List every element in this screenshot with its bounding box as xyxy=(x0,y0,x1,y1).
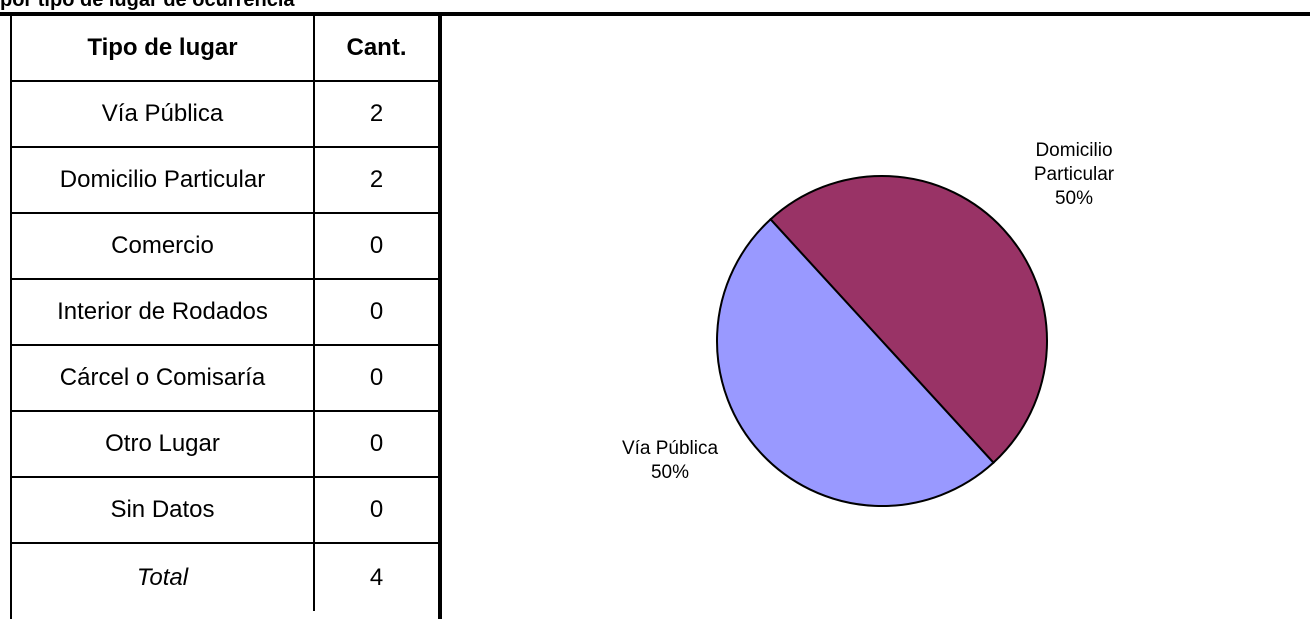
row-label: Domicilio Particular xyxy=(12,148,315,212)
row-label: Sin Datos xyxy=(12,478,315,542)
row-label: Cárcel o Comisaría xyxy=(12,346,315,410)
row-label: Interior de Rodados xyxy=(12,280,315,344)
data-table: Tipo de lugar Cant. Vía Pública 2 Domici… xyxy=(10,16,442,619)
row-value: 0 xyxy=(369,364,384,391)
slice-label: Domicilio xyxy=(1035,140,1112,161)
slice-label: Particular xyxy=(1034,164,1115,185)
row-label: Otro Lugar xyxy=(12,412,315,476)
title-underline xyxy=(0,12,1310,16)
slice-percent-label: 50% xyxy=(1055,188,1093,209)
header-tipo-de-lugar: Tipo de lugar xyxy=(12,16,315,80)
row-value: 0 xyxy=(369,232,384,259)
table-row: Interior de Rodados 0 xyxy=(12,280,438,346)
table-total-row: Total 4 xyxy=(12,544,438,611)
slice-label: Vía Pública xyxy=(622,438,719,459)
table-row: Vía Pública 2 xyxy=(12,82,438,148)
table-row: Otro Lugar 0 xyxy=(12,412,438,478)
row-label: Comercio xyxy=(12,214,315,278)
row-label: Vía Pública xyxy=(12,82,315,146)
page-title: por tipo de lugar de ocurrencia xyxy=(0,0,295,11)
row-value: 2 xyxy=(369,166,384,193)
row-value: 0 xyxy=(369,496,384,523)
table-row: Cárcel o Comisaría 0 xyxy=(12,346,438,412)
table-row: Sin Datos 0 xyxy=(12,478,438,544)
row-value: 0 xyxy=(369,430,384,457)
table-row: Comercio 0 xyxy=(12,214,438,280)
table-row: Domicilio Particular 2 xyxy=(12,148,438,214)
pie-slice xyxy=(716,217,995,507)
slice-percent-label: 50% xyxy=(651,462,689,483)
total-value: 4 xyxy=(369,563,384,591)
pie-chart: Domicilio Particular 50% Vía Pública 50% xyxy=(446,16,1310,619)
header-cantidad: Cant. xyxy=(346,34,407,61)
row-value: 2 xyxy=(369,100,384,127)
total-label: Total xyxy=(12,544,315,611)
pie-chart-svg: Domicilio Particular 50% Vía Pública 50% xyxy=(622,140,1115,507)
row-value: 0 xyxy=(369,298,384,325)
table-header-row: Tipo de lugar Cant. xyxy=(12,16,438,82)
pie-slice xyxy=(769,175,1048,465)
